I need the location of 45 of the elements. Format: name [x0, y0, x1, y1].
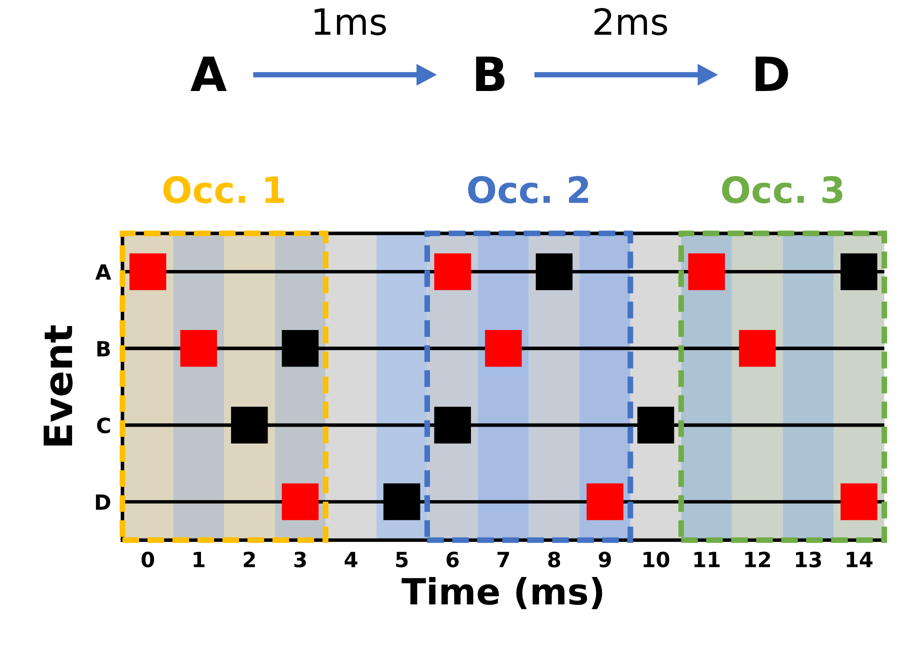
x-tick-label: 14	[846, 552, 872, 568]
x-tick-label: 2	[244, 552, 255, 568]
point	[282, 483, 319, 520]
text: D	[756, 56, 788, 92]
point	[738, 330, 776, 367]
point	[637, 406, 674, 444]
x-tick-label: 4	[344, 552, 358, 568]
point	[231, 406, 268, 444]
x-tick-label: 5	[396, 552, 408, 568]
point	[434, 406, 471, 444]
x-tick-label: 13	[796, 552, 821, 568]
y-tick-label: A	[95, 264, 112, 280]
y-tick-label: B	[97, 341, 110, 356]
band-label: Occ. 1	[163, 176, 284, 204]
point	[383, 483, 420, 520]
x-tick-label: 0	[142, 552, 154, 568]
x-tick-label: 8	[548, 552, 560, 568]
point	[840, 253, 878, 290]
x-axis-title: Time (ms)	[402, 576, 602, 610]
text: 1ms	[314, 8, 386, 36]
point	[180, 330, 218, 367]
y-tick-label: C	[97, 418, 110, 434]
point	[434, 253, 471, 290]
point	[840, 483, 878, 520]
y-axis-title: Event	[44, 325, 73, 446]
point	[586, 483, 624, 520]
text: B	[476, 56, 504, 92]
text: 2ms	[594, 8, 668, 36]
text: A	[190, 56, 227, 92]
x-tick-label: 1	[194, 552, 204, 568]
x-tick-label: 7	[498, 552, 509, 568]
point	[129, 253, 166, 290]
band-label: Occ. 3	[722, 176, 842, 204]
x-tick-label: 9	[598, 552, 611, 568]
x-tick-label: 6	[446, 552, 459, 568]
point	[282, 330, 319, 367]
band-label: Occ. 2	[468, 176, 588, 204]
y-tick-label: D	[96, 494, 110, 510]
x-tick-label: 11	[694, 552, 720, 568]
point	[536, 253, 573, 290]
point	[485, 330, 522, 367]
point	[688, 253, 725, 290]
x-tick-label: 12	[745, 552, 770, 568]
x-tick-label: 10	[644, 552, 670, 568]
x-tick-label: 3	[294, 552, 306, 568]
